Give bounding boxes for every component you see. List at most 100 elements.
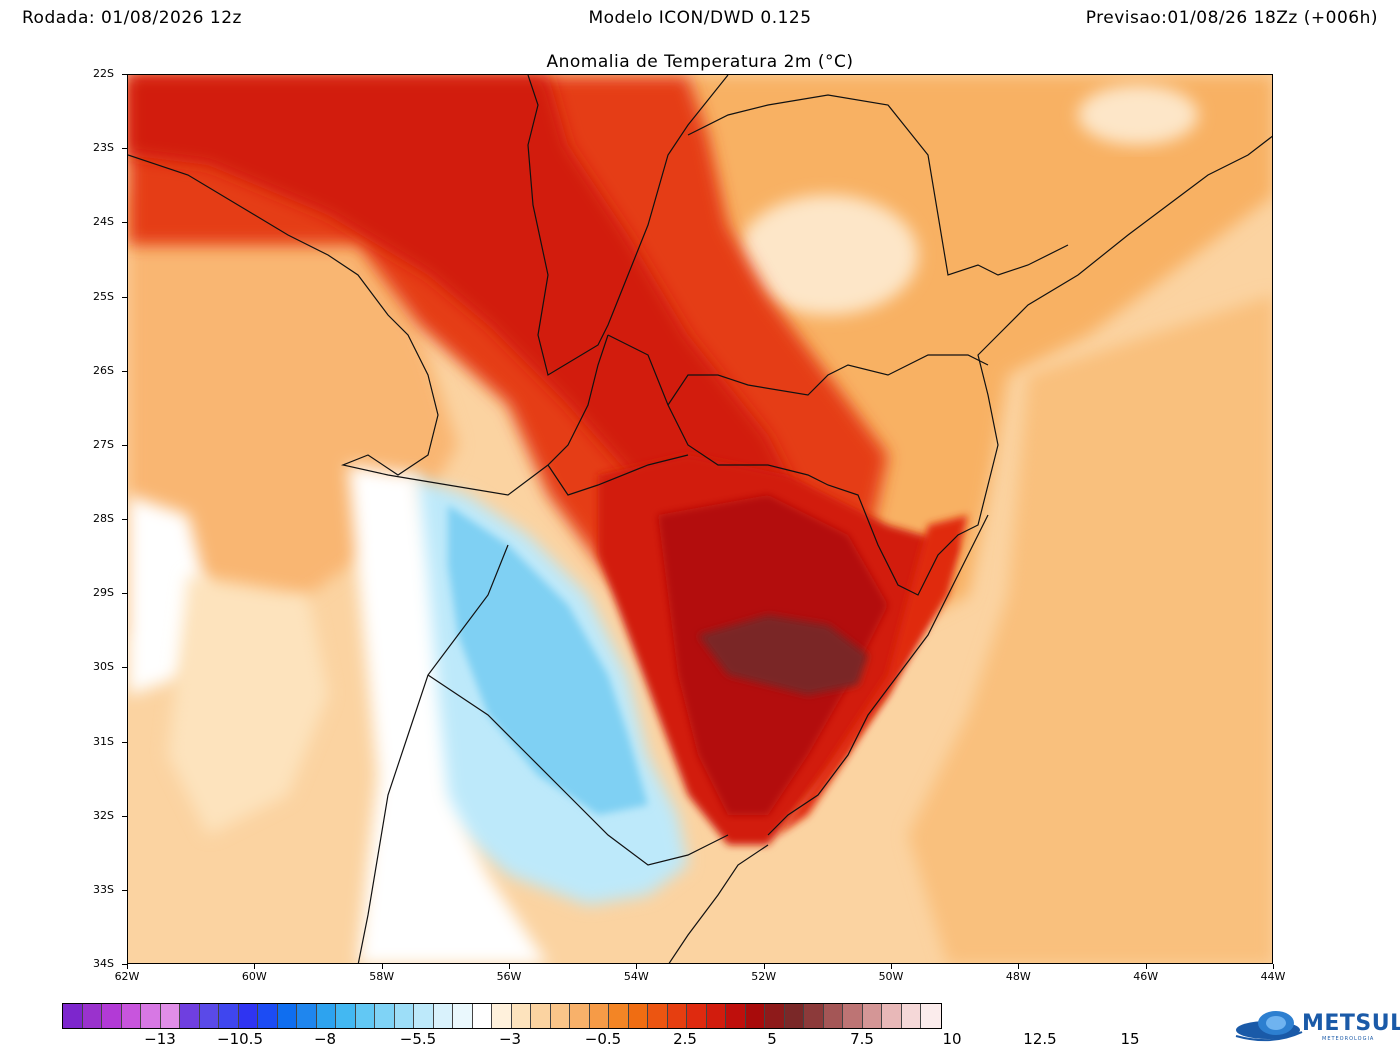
color-scale-cell	[336, 1004, 356, 1028]
lon-tick-mark	[381, 964, 383, 969]
lon-tick-label: 56W	[496, 970, 522, 983]
model-label: Modelo ICON/DWD 0.125	[588, 8, 812, 28]
color-scale-cell	[375, 1004, 395, 1028]
color-scale-cell	[862, 1004, 882, 1028]
coastal-strip	[778, 515, 968, 835]
color-scale-label: −8	[313, 1030, 337, 1048]
color-scale-cell	[219, 1004, 239, 1028]
forecast-label: Previsao:01/08/26 18Zz (+006h)	[1085, 8, 1378, 28]
lon-tick-label: 54W	[623, 970, 649, 983]
color-scale-cell	[102, 1004, 122, 1028]
color-scale-cell	[199, 1004, 219, 1028]
ocean-warm-zone	[908, 295, 1272, 963]
color-scale-cell	[297, 1004, 317, 1028]
color-scale-cell	[570, 1004, 590, 1028]
color-scale-cell	[804, 1004, 824, 1028]
color-scale-cell	[726, 1004, 746, 1028]
lat-tick-mark	[122, 815, 127, 817]
lon-tick-mark	[1145, 964, 1147, 969]
color-scale-cell	[472, 1004, 492, 1028]
color-scale-label: 7.5	[850, 1030, 874, 1048]
lon-tick-label: 50W	[878, 970, 904, 983]
anomaly-map	[127, 74, 1273, 964]
color-scale-cell	[160, 1004, 180, 1028]
lon-tick-mark	[891, 964, 892, 969]
lat-tick-mark	[122, 444, 127, 446]
anomaly-field	[128, 75, 1272, 963]
lat-tick-mark	[122, 964, 127, 965]
lat-tick-mark	[122, 74, 127, 75]
lat-tick-label: 25S	[93, 289, 114, 303]
color-scale-label: 2.5	[673, 1030, 697, 1048]
color-scale-cell	[745, 1004, 765, 1028]
color-scale-cell	[609, 1004, 629, 1028]
lat-tick-label: 23S	[93, 141, 114, 155]
lat-tick-mark	[122, 593, 127, 595]
lon-tick-label: 48W	[1005, 970, 1031, 983]
color-scale-cell	[258, 1004, 278, 1028]
color-scale-cell	[550, 1004, 570, 1028]
lat-tick-mark	[122, 519, 127, 520]
color-scale-cell	[823, 1004, 843, 1028]
color-scale-cell	[82, 1004, 102, 1028]
lon-tick-label: 44W	[1260, 970, 1286, 983]
color-scale-cell	[355, 1004, 375, 1028]
lat-tick-mark	[122, 222, 127, 224]
color-scale-cell	[784, 1004, 804, 1028]
color-scale-bar	[62, 1003, 942, 1029]
lon-tick-label: 46W	[1133, 970, 1159, 983]
color-scale-label: 12.5	[1023, 1030, 1057, 1048]
color-scale-cell	[238, 1004, 258, 1028]
lat-tick-mark	[122, 148, 127, 150]
color-scale-label: 15	[1120, 1030, 1140, 1048]
lat-tick-mark	[122, 296, 127, 298]
lon-tick-mark	[1273, 964, 1274, 969]
logo-text: METSUL	[1302, 1011, 1400, 1036]
logo-subtext: METEOROLOGIA	[1322, 1036, 1375, 1042]
color-scale-cell	[882, 1004, 902, 1028]
color-scale-cell	[511, 1004, 531, 1028]
color-scale-cell	[394, 1004, 414, 1028]
color-scale-cell	[531, 1004, 551, 1028]
lon-tick-mark	[1018, 964, 1020, 969]
lat-tick-label: 28S	[93, 512, 114, 525]
lon-tick-mark	[254, 964, 256, 969]
color-scale-cell	[648, 1004, 668, 1028]
color-scale-cell	[414, 1004, 434, 1028]
lat-tick-label: 26S	[93, 363, 114, 377]
lat-tick-mark	[122, 667, 127, 669]
pale-patch	[738, 195, 918, 315]
color-scale-cell	[765, 1004, 785, 1028]
lon-tick-label: 62W	[114, 970, 140, 983]
color-scale-label: −13	[144, 1030, 176, 1048]
lat-tick-label: 27S	[93, 437, 114, 451]
color-scale-cell	[921, 1004, 941, 1028]
lat-tick-mark	[122, 370, 127, 372]
lat-tick-mark	[122, 741, 127, 743]
color-scale-cell	[667, 1004, 687, 1028]
color-scale-cell	[433, 1004, 453, 1028]
neutral-zone	[348, 465, 547, 963]
color-scale-label: −3	[498, 1030, 522, 1048]
color-scale-label: 5	[767, 1030, 777, 1048]
color-scale-cell	[121, 1004, 141, 1028]
lat-tick-mark	[122, 889, 127, 891]
lat-tick-label: 22S	[93, 67, 114, 80]
color-scale-label: −5.5	[399, 1030, 437, 1048]
lat-tick-label: 29S	[93, 586, 114, 600]
metsul-logo-icon	[1235, 1011, 1303, 1042]
lon-tick-label: 60W	[241, 970, 267, 983]
lat-tick-label: 31S	[93, 734, 114, 748]
color-scale-cell	[901, 1004, 921, 1028]
lat-tick-label: 24S	[93, 215, 114, 229]
color-scale-cell	[453, 1004, 473, 1028]
boundaries	[128, 75, 1272, 963]
color-scale-cell	[706, 1004, 726, 1028]
color-scale-cell	[843, 1004, 863, 1028]
color-scale-cell	[141, 1004, 161, 1028]
cold-plume-core	[448, 505, 648, 815]
lat-tick-label: 32S	[93, 808, 114, 822]
lon-tick-mark	[509, 964, 510, 969]
lat-tick-label: 30S	[93, 660, 114, 674]
lat-tick-label: 34S	[93, 957, 114, 970]
